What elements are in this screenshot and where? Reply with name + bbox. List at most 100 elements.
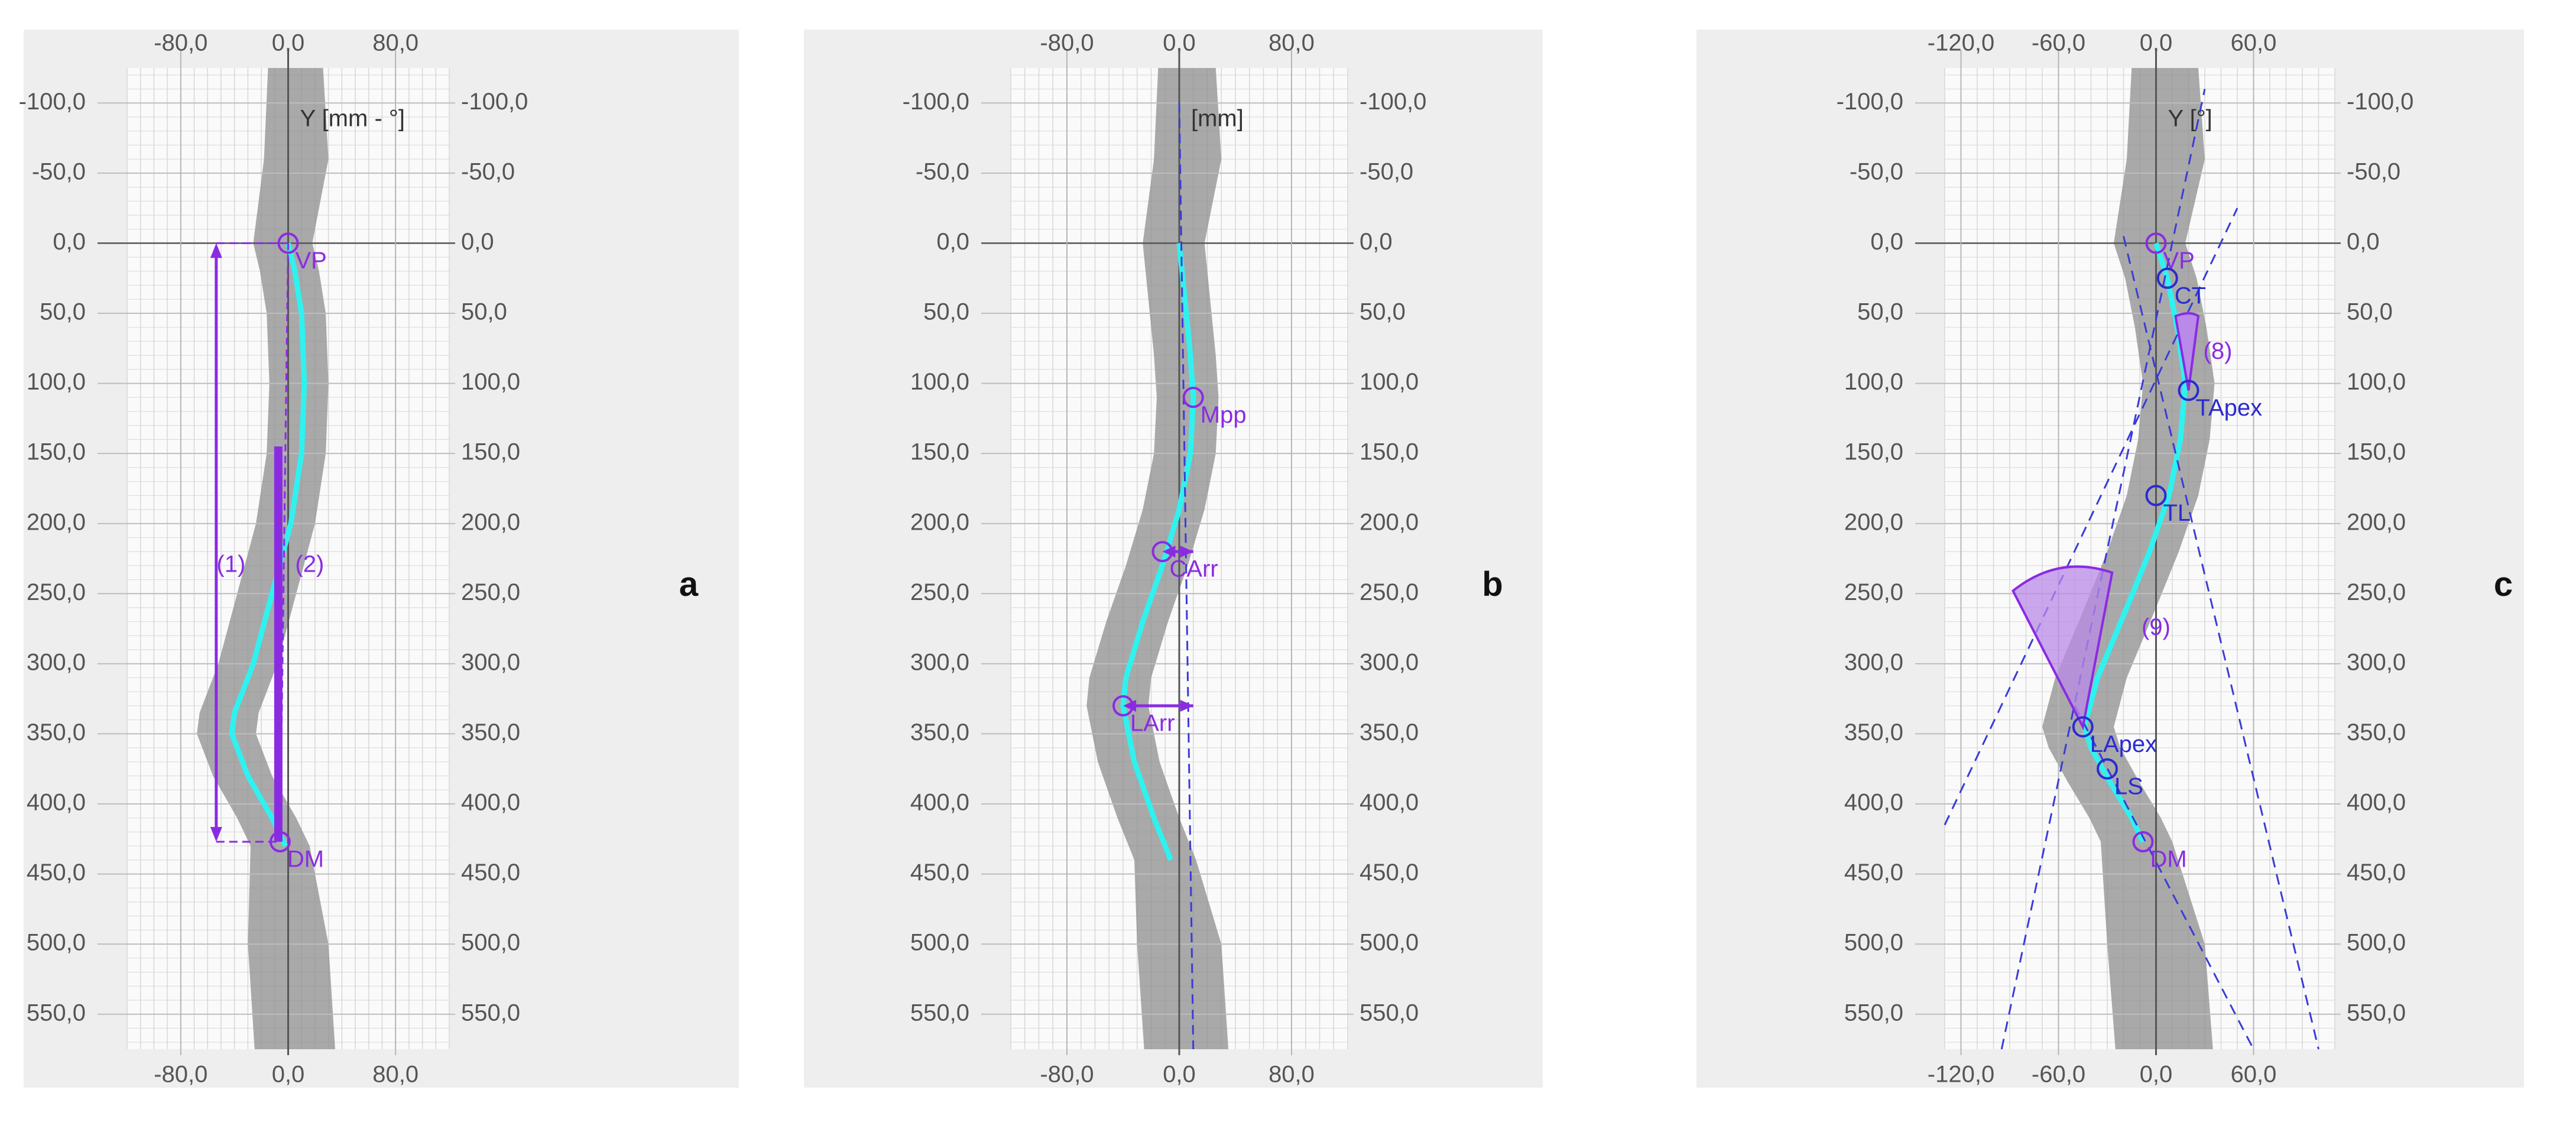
- y-tick-label-left: -100,0: [1837, 89, 1903, 115]
- y-tick-label-right: 0,0: [2347, 229, 2380, 255]
- y-tick-label-left: 100,0: [27, 369, 86, 395]
- y-tick-label-left: 0,0: [53, 229, 86, 255]
- x-tick-label-top: -60,0: [2032, 30, 2085, 56]
- axis-title: Y [mm - °]: [300, 105, 405, 131]
- chart-c: -100,0 -100,0 -50,0 -50,0 0,0 0,0 50,0 50,0 100,…: [1696, 30, 2548, 1088]
- y-tick-label-right: 0,0: [461, 229, 494, 255]
- y-tick-label-right: 550,0: [1360, 1000, 1419, 1026]
- y-tick-label-right: -100,0: [1360, 89, 1426, 115]
- y-tick-label-left: 500,0: [910, 930, 969, 956]
- y-tick-label-left: 50,0: [40, 299, 86, 325]
- landmark-label: LArr: [1130, 711, 1175, 737]
- x-tick-label-bottom: 0,0: [1163, 1062, 1196, 1088]
- y-tick-label-left: 0,0: [1870, 229, 1903, 255]
- axis-title: Y [°]: [2168, 105, 2212, 131]
- y-tick-label-right: 100,0: [2347, 369, 2406, 395]
- landmark-marker: [269, 831, 291, 853]
- panel-letter: b: [1482, 565, 1503, 604]
- y-tick-label-left: 400,0: [1844, 790, 1903, 816]
- y-tick-label-left: 550,0: [1844, 1000, 1903, 1026]
- landmark-marker: [2145, 232, 2167, 254]
- y-tick-label-right: -50,0: [2347, 158, 2400, 184]
- landmark-label: DM: [287, 846, 324, 872]
- y-tick-label-left: -100,0: [903, 89, 969, 115]
- y-tick-label-right: 250,0: [2347, 579, 2406, 605]
- reference-dash: [279, 243, 289, 842]
- spine-curve: [229, 242, 307, 848]
- spine-curve: [1120, 242, 1196, 861]
- arrowhead: [1180, 700, 1193, 712]
- landmark-label: LS: [2114, 773, 2143, 799]
- y-tick-label-right: 250,0: [1360, 579, 1419, 605]
- y-tick-label-right: 350,0: [1360, 719, 1419, 745]
- x-tick-label-top: 80,0: [1268, 30, 1315, 56]
- landmark-label: Mpp: [1201, 402, 1247, 428]
- landmark-marker: [2132, 831, 2154, 853]
- y-tick-label-left: 300,0: [910, 649, 969, 675]
- y-tick-label-left: 550,0: [27, 1000, 86, 1026]
- x-tick-label-bottom: -80,0: [154, 1062, 207, 1088]
- angle-sector-9: [2011, 565, 2114, 731]
- landmark-marker: [2097, 758, 2118, 780]
- y-tick-label-right: 350,0: [2347, 719, 2406, 745]
- panel-letter: c: [2494, 565, 2513, 604]
- panel-c: -100,0 -100,0 -50,0 -50,0 0,0 0,0 50,0 50,0 100,…: [1696, 0, 2548, 1142]
- y-tick-label-right: -100,0: [2347, 89, 2413, 115]
- y-tick-label-left: 500,0: [27, 930, 86, 956]
- x-tick-label-top: 0,0: [1163, 30, 1196, 56]
- x-tick-label-top: 80,0: [372, 30, 418, 56]
- landmark-label: TL: [2163, 500, 2191, 526]
- y-tick-label-left: 400,0: [910, 790, 969, 816]
- y-tick-label-right: 350,0: [461, 719, 520, 745]
- x-tick-label-bottom: -60,0: [2032, 1062, 2085, 1088]
- y-tick-label-right: 550,0: [461, 1000, 520, 1026]
- x-tick-label-top: 60,0: [2231, 30, 2277, 56]
- y-tick-label-right: 500,0: [2347, 930, 2406, 956]
- y-tick-label-right: 150,0: [2347, 439, 2406, 465]
- y-tick-label-left: 450,0: [910, 859, 969, 885]
- x-tick-label-bottom: 80,0: [372, 1062, 418, 1088]
- y-tick-label-left: 100,0: [1844, 369, 1903, 395]
- y-tick-label-right: 500,0: [1360, 930, 1419, 956]
- y-tick-label-left: 250,0: [1844, 579, 1903, 605]
- y-tick-label-right: 0,0: [1360, 229, 1393, 255]
- panel-b: -100,0 -100,0 -50,0 -50,0 0,0 0,0 50,0 50,0 100,…: [804, 0, 1631, 1142]
- landmark-label: TApex: [2196, 395, 2263, 421]
- y-tick-label-left: 300,0: [1844, 649, 1903, 675]
- landmark-label: CT: [2175, 283, 2206, 309]
- y-tick-label-right: -50,0: [461, 158, 515, 184]
- arrowhead: [210, 827, 222, 842]
- y-tick-label-right: 200,0: [1360, 509, 1419, 535]
- y-tick-label-right: -50,0: [1360, 158, 1413, 184]
- y-tick-label-left: 250,0: [27, 579, 86, 605]
- panel-letter: a: [679, 565, 699, 604]
- axis-title: [mm]: [1191, 105, 1244, 131]
- y-tick-label-right: 300,0: [461, 649, 520, 675]
- y-tick-label-right: 400,0: [2347, 790, 2406, 816]
- y-tick-label-left: 400,0: [27, 790, 86, 816]
- landmark-label: DM: [2150, 846, 2187, 872]
- y-tick-label-right: 50,0: [2347, 299, 2393, 325]
- y-tick-label-right: 100,0: [1360, 369, 1419, 395]
- x-tick-label-bottom: -120,0: [1928, 1062, 1994, 1088]
- measure-2-bar: [274, 446, 283, 842]
- y-tick-label-left: 350,0: [1844, 719, 1903, 745]
- angle-label-9: (9): [2142, 614, 2171, 640]
- y-tick-label-left: 350,0: [27, 719, 86, 745]
- landmark-label: CArr: [1170, 556, 1218, 582]
- landmark-marker: [2072, 716, 2094, 738]
- y-tick-label-left: 300,0: [27, 649, 86, 675]
- y-tick-label-right: 550,0: [2347, 1000, 2406, 1026]
- measure-1-label: (1): [216, 551, 245, 577]
- y-tick-label-left: 500,0: [1844, 930, 1903, 956]
- arrowhead: [1180, 546, 1193, 558]
- y-tick-label-right: 100,0: [461, 369, 520, 395]
- y-tick-label-left: 200,0: [910, 509, 969, 535]
- chart-a: -100,0 -100,0 -50,0 -50,0 0,0 0,0 50,0 50,0 100,…: [19, 30, 739, 1088]
- y-tick-label-left: 100,0: [910, 369, 969, 395]
- tangent-line: [2000, 89, 2206, 1050]
- x-tick-label-bottom: 60,0: [2231, 1062, 2277, 1088]
- y-tick-label-left: 50,0: [923, 299, 969, 325]
- angle-sector-8: [2174, 312, 2200, 391]
- y-tick-label-left: 150,0: [910, 439, 969, 465]
